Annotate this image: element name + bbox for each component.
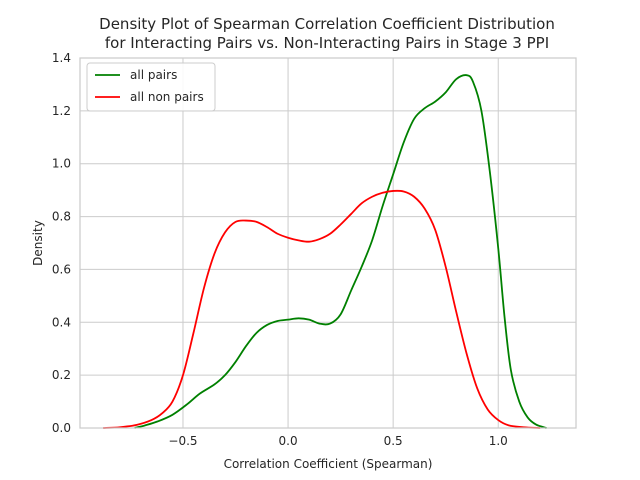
y-tick-label: 0.0 [52, 421, 71, 435]
y-tick-label: 0.8 [52, 210, 71, 224]
x-tick-label: −0.5 [168, 434, 197, 448]
series-line-all-pairs [134, 74, 547, 429]
y-tick-label: 1.2 [52, 104, 71, 118]
chart-subtitle: for Interacting Pairs vs. Non-Interactin… [105, 34, 549, 52]
legend: all pairs all non pairs [86, 62, 216, 112]
x-tick-label: 1.0 [489, 434, 508, 448]
series-lines [103, 74, 547, 429]
x-tick-label: 0.0 [279, 434, 298, 448]
y-tick-label: 0.2 [52, 368, 71, 382]
x-axis-label: Correlation Coefficient (Spearman) [224, 457, 433, 471]
x-tick-label: 0.5 [384, 434, 403, 448]
legend-label-all-non-pairs: all non pairs [130, 90, 204, 104]
y-tick-label: 1.0 [52, 157, 71, 171]
legend-label-all-pairs: all pairs [130, 68, 177, 82]
y-tick-label: 1.4 [52, 51, 71, 65]
y-tick-label: 0.4 [52, 315, 71, 329]
y-tick-label: 0.6 [52, 262, 71, 276]
grid-lines [80, 57, 576, 429]
series-line-all-non-pairs [103, 189, 541, 429]
plot-frame [79, 57, 577, 429]
tick-labels: −0.5 0.0 0.5 1.0 0.0 0.2 0.4 0.6 0.8 1.0 1.2 1.4 [52, 51, 508, 448]
chart-title: Density Plot of Spearman Correlation Coe… [99, 15, 555, 33]
y-axis-label: Density [31, 220, 45, 266]
